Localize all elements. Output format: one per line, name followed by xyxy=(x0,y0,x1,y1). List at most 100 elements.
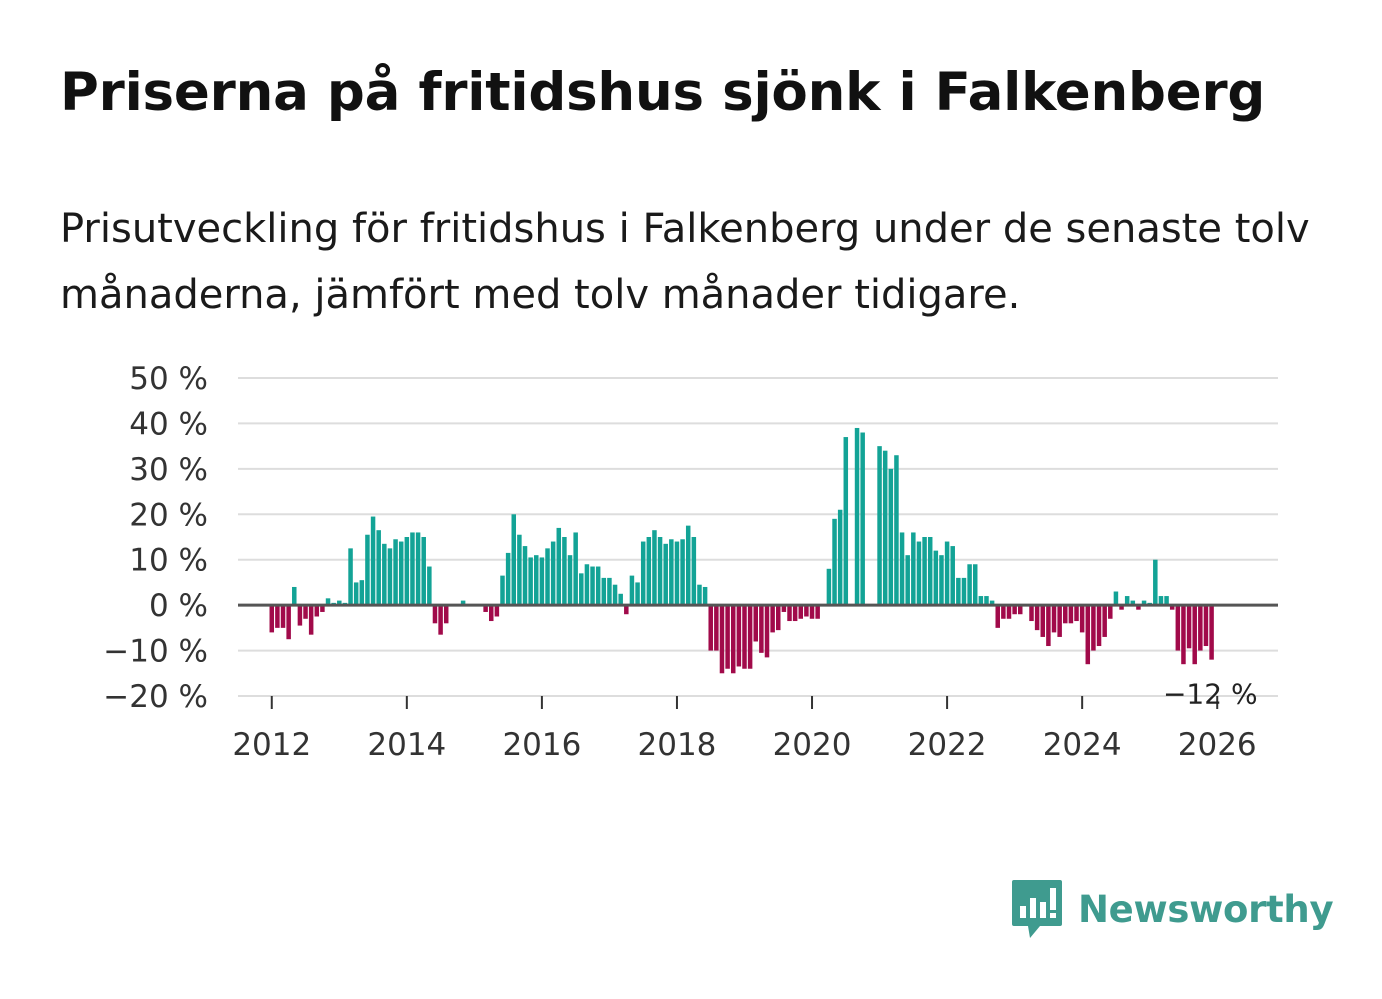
bar xyxy=(939,555,944,606)
bar xyxy=(888,468,894,606)
bar-chart-speech-bubble-icon xyxy=(1012,880,1062,938)
bar xyxy=(1074,605,1079,622)
bar xyxy=(691,537,697,606)
bar xyxy=(972,564,978,606)
bar xyxy=(1079,605,1085,633)
bar xyxy=(764,605,770,658)
bar xyxy=(905,555,910,606)
bar xyxy=(483,605,488,612)
bar xyxy=(275,605,280,628)
y-tick-label: 10 % xyxy=(129,543,208,579)
bar xyxy=(894,455,899,606)
x-tick-label: 2020 xyxy=(773,727,852,763)
bar xyxy=(325,598,331,606)
bar xyxy=(438,605,443,635)
x-tick-label: 2026 xyxy=(1178,727,1257,763)
y-tick-label: 40 % xyxy=(129,406,208,442)
bar xyxy=(984,596,989,606)
bar xyxy=(1192,605,1197,665)
bar xyxy=(488,605,494,622)
bar xyxy=(708,605,713,651)
bar xyxy=(292,586,297,606)
bar xyxy=(837,509,843,606)
bar xyxy=(584,564,590,606)
y-tick-label: 20 % xyxy=(129,497,208,533)
bar xyxy=(1186,605,1192,649)
bar xyxy=(280,605,286,628)
bar xyxy=(899,532,905,606)
bar xyxy=(432,605,438,624)
bar xyxy=(776,605,781,631)
bar xyxy=(286,605,291,640)
bar xyxy=(1096,605,1102,647)
x-tick-label: 2012 xyxy=(232,727,311,763)
x-tick-label: 2014 xyxy=(367,727,446,763)
bar xyxy=(950,546,955,606)
bar xyxy=(1006,605,1012,619)
bar xyxy=(590,566,595,606)
bar xyxy=(719,605,725,674)
bar xyxy=(736,605,742,667)
bar xyxy=(303,605,308,619)
bar xyxy=(989,600,995,606)
bar xyxy=(398,541,404,606)
bar xyxy=(933,550,939,606)
bar xyxy=(1057,605,1062,637)
bar xyxy=(607,577,612,606)
bar xyxy=(1119,605,1124,610)
bar xyxy=(1063,605,1068,624)
bar xyxy=(714,605,719,651)
bar xyxy=(404,537,410,606)
bar xyxy=(410,532,415,606)
bar xyxy=(995,605,1000,628)
bar xyxy=(854,427,860,606)
bar xyxy=(1158,596,1164,606)
bar xyxy=(911,532,916,606)
bar xyxy=(1040,605,1046,637)
bar xyxy=(601,577,607,606)
bar xyxy=(753,605,758,642)
bar xyxy=(393,539,398,606)
x-tick-label: 2022 xyxy=(908,727,987,763)
bar xyxy=(595,566,601,606)
bar xyxy=(365,534,370,606)
bar xyxy=(522,546,528,606)
bar-chart: 50 % 40 % 30 % 20 % 10 % 0 % −10 % −20 % 2012 201… xyxy=(103,361,1278,763)
bar xyxy=(1169,605,1175,610)
bar xyxy=(826,568,832,606)
bar xyxy=(1001,605,1006,619)
bar xyxy=(1102,605,1107,637)
bar xyxy=(646,537,652,606)
bar xyxy=(297,605,303,626)
brand-name: Newsworthy xyxy=(1078,887,1334,931)
bar xyxy=(680,539,685,606)
bar xyxy=(1113,591,1119,606)
bar xyxy=(528,557,533,606)
bar xyxy=(843,437,849,606)
bar xyxy=(742,605,747,669)
bar xyxy=(460,600,466,606)
bar xyxy=(387,548,393,606)
bar xyxy=(770,605,775,633)
bar xyxy=(927,537,933,606)
bar xyxy=(663,543,668,606)
bar xyxy=(370,516,376,606)
x-tick-label: 2024 xyxy=(1043,727,1122,763)
bar xyxy=(624,605,629,615)
brand-logo: Newsworthy xyxy=(1010,878,1334,940)
bar xyxy=(792,605,798,622)
y-tick-label: −10 % xyxy=(103,634,208,670)
bar xyxy=(832,518,837,606)
bar xyxy=(562,537,567,606)
bar xyxy=(618,593,623,606)
bar xyxy=(1091,605,1096,651)
bar xyxy=(804,605,809,617)
bar xyxy=(798,605,804,619)
bar xyxy=(1034,605,1040,631)
bar xyxy=(882,450,888,606)
y-tick-label: 0 % xyxy=(149,588,208,624)
bar xyxy=(545,548,550,606)
bar xyxy=(944,541,950,606)
bar xyxy=(730,605,736,674)
bar xyxy=(759,605,764,653)
